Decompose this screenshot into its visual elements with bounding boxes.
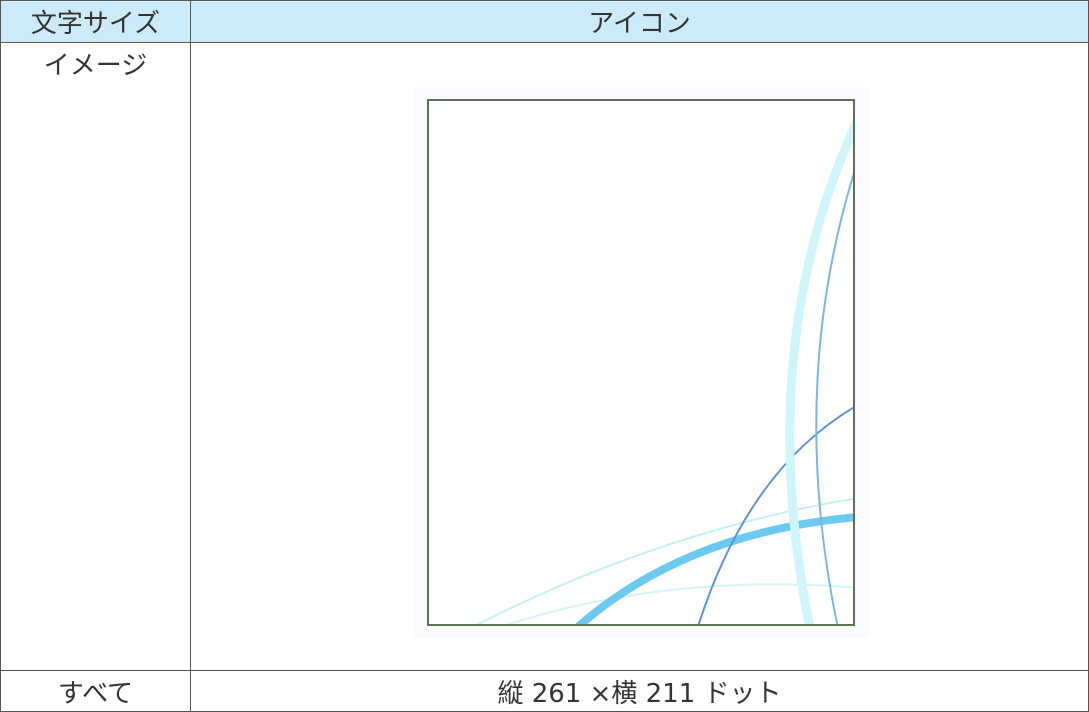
icon-image bbox=[413, 88, 869, 638]
cell: 縦 261 ×横 211 ドット bbox=[190, 670, 1089, 712]
header-cell: 文字サイズ bbox=[0, 0, 191, 43]
curve bbox=[574, 513, 854, 625]
header-cell: アイコン bbox=[190, 0, 1089, 43]
curve bbox=[502, 583, 854, 625]
curve bbox=[697, 406, 854, 625]
decoration bbox=[474, 117, 854, 625]
image-frame bbox=[427, 99, 855, 626]
row-label: すべて bbox=[0, 670, 191, 712]
curve bbox=[815, 169, 854, 625]
curve bbox=[785, 117, 854, 625]
curve bbox=[474, 497, 854, 625]
table-row: イメージ bbox=[0, 42, 1089, 671]
table-row: すべて 縦 261 ×横 211 ドット bbox=[0, 670, 1089, 712]
image-frame-bg bbox=[428, 100, 854, 625]
image-cell bbox=[190, 42, 1089, 671]
row-label: イメージ bbox=[0, 42, 191, 671]
header-row: 文字サイズ アイコン bbox=[0, 0, 1089, 43]
